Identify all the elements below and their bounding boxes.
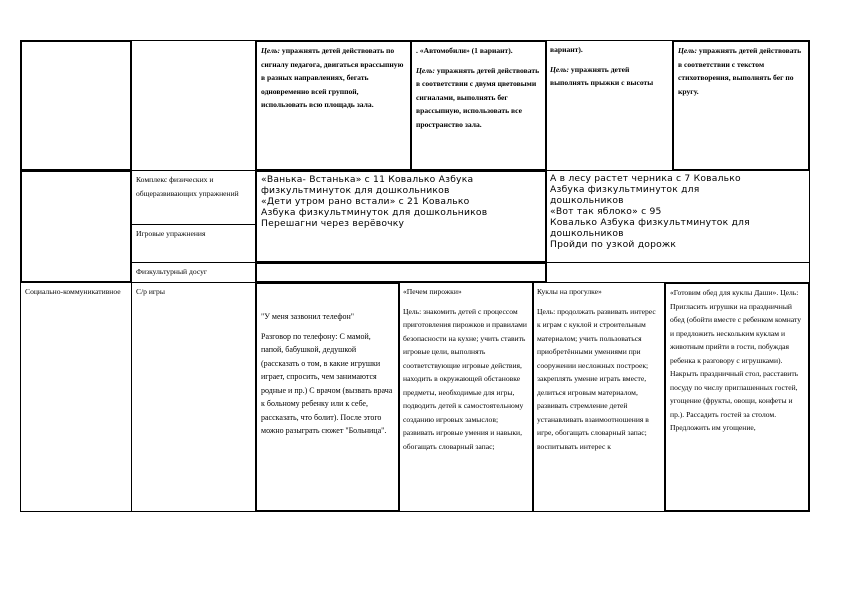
goal-label: Цель: [416,65,435,75]
game-text: Разговор по телефону: С мамой, папой, ба… [261,331,393,436]
goal-label: Цель: [550,64,569,74]
game-title: Куклы на прогулке» [537,287,602,296]
goal-text: упражнять детей действовать по сигналу п… [261,46,404,109]
complex-label: Комплекс физических и общеразвивающих уп… [131,170,257,225]
game-title: . «Автомобили» (1 вариант). [416,46,513,55]
complex-right-cell: А в лесу растет черника с 7 Ковалько Азб… [545,170,810,263]
text-line: Азбука физкультминуток для дошкольников [261,207,488,218]
game-text: Цель: продолжать развивать интерес к игр… [537,306,656,451]
text-line: дошкольников [550,228,624,239]
game-cell-3: вариант). Цель: упражнять детей выполнят… [545,40,674,171]
area-label: Социально-коммуникативное [20,282,132,512]
empty-cell [545,262,810,283]
type-label: С/р игры [131,282,257,512]
game-title: вариант). [550,45,583,54]
empty-cell [255,262,547,283]
text-line: «Вот так яблоко» с 95 [550,206,662,217]
game-title: «Готовим обед для куклы Даши». Цель: [670,288,799,297]
text-line: Пройди по узкой дорожк [550,239,677,250]
text-line: Азбука физкультминуток для [550,184,700,195]
game-text: Пригласить игрушки на праздничный обед (… [670,301,802,433]
games-label: Игровые упражнения [131,224,257,263]
text-line: физкультминуток для дошкольников [261,185,450,196]
text-line: «Ванька- Встанька» с 11 Ковалько Азбука [261,174,474,185]
game-title: "У меня зазвонил телефон" [261,312,355,321]
game-pies: «Печем пирожки» Цель: знакомить детей с … [398,282,534,512]
text-line: Ковалько Азбука физкультминуток для [550,217,750,228]
text-line: дошкольников [550,195,624,206]
goal-text: упражнять детей выполнять прыжки с высот… [550,64,654,88]
game-text: Цель: знакомить детей с процессом пригот… [403,306,527,451]
goal-label: Цель: [678,46,697,55]
text-line: Перешагни через верёвочку [261,218,405,229]
goal-cell-1: Цель: упражнять детей действовать по сиг… [255,40,412,171]
leisure-label: Физкультурный досуг [131,262,257,283]
text-line: А в лесу растет черника с 7 Ковалько [550,173,741,184]
goal-text: упражнять детей действовать в соответств… [678,46,802,96]
goal-cell-4: Цель: упражнять детей действовать в соот… [672,40,810,171]
game-telephone: "У меня зазвонил телефон" Разговор по те… [255,282,400,512]
empty-cell [131,40,257,171]
goal-label: Цель: [261,46,280,55]
empty-cell [20,170,132,283]
game-title: «Печем пирожки» [403,287,462,296]
game-dolls-walk: Куклы на прогулке» Цель: продолжать разв… [532,282,666,512]
game-doll-lunch: «Готовим обед для куклы Даши». Цель: При… [664,282,810,512]
goal-text: упражнять детей действовать в соответств… [416,65,540,129]
empty-cell [20,40,132,171]
complex-left-cell: «Ванька- Встанька» с 11 Ковалько Азбука … [255,170,547,263]
text-line: «Дети утром рано встали» с 21 Ковалько [261,196,470,207]
game-cell-cars: . «Автомобили» (1 вариант). Цель: упражн… [410,40,547,171]
